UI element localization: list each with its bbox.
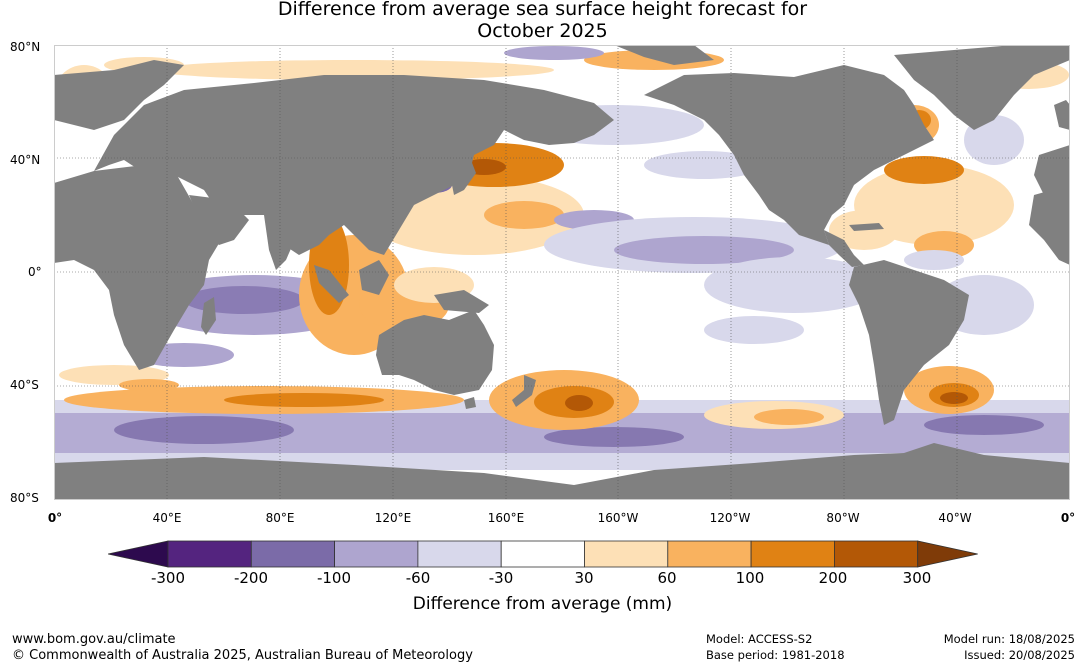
- colorbar-tick: -300: [150, 569, 186, 587]
- colorbar-tick: 200: [818, 569, 848, 587]
- colorbar-segment: [417, 540, 502, 568]
- lon-label-0-left: 0°: [47, 511, 63, 525]
- colorbar-tick: 60: [657, 569, 677, 587]
- colorbar-tick: 100: [735, 569, 765, 587]
- footer-model-run: Model run: 18/08/2025: [943, 632, 1075, 646]
- colorbar-tick: -60: [405, 569, 431, 587]
- footer-url[interactable]: www.bom.gov.au/climate: [12, 632, 176, 647]
- lon-label-80e: 80°E: [265, 511, 295, 525]
- colorbar-tick: -100: [316, 569, 352, 587]
- lat-label-40s: 40°S: [10, 378, 39, 392]
- colorbar-tick: -200: [233, 569, 269, 587]
- colorbar-tick: -30: [488, 569, 514, 587]
- colorbar-svg: [107, 540, 978, 568]
- footer-model: Model: ACCESS-S2: [706, 632, 813, 646]
- colorbar-segment: [667, 540, 752, 568]
- colorbar-segment: [500, 540, 585, 568]
- map-title: Difference from average sea surface heig…: [0, 0, 1085, 42]
- lon-label-80w: 80°W: [826, 511, 860, 525]
- colorbar-segment: [334, 540, 419, 568]
- footer-issued: Issued: 20/08/2025: [964, 648, 1075, 662]
- lat-label-equator: 0°: [28, 265, 42, 279]
- colorbar-extend-high: [917, 540, 978, 568]
- sea-surface-height-map: [54, 45, 1070, 500]
- lat-label-80n: 80°N: [10, 40, 41, 54]
- lon-label-0-right: 0°: [1060, 511, 1076, 525]
- lon-label-40e: 40°E: [152, 511, 182, 525]
- lat-label-80s: 80°S: [10, 491, 39, 505]
- lon-label-160e: 160°E: [487, 511, 525, 525]
- lon-label-120w: 120°W: [709, 511, 751, 525]
- colorbar: [107, 540, 978, 568]
- colorbar-tick: 30: [574, 569, 594, 587]
- colorbar-extend-low: [107, 540, 169, 568]
- land-masses: [54, 45, 1070, 500]
- colorbar-segment: [167, 540, 252, 568]
- title-line-1: Difference from average sea surface heig…: [277, 0, 808, 20]
- title-line-2: October 2025: [477, 20, 608, 42]
- colorbar-segment: [250, 540, 336, 568]
- lat-label-40n: 40°N: [10, 153, 41, 167]
- colorbar-segment: [834, 540, 919, 568]
- graticule: [54, 45, 1070, 500]
- lon-label-160w: 160°W: [597, 511, 639, 525]
- colorbar-title: Difference from average (mm): [412, 594, 673, 614]
- colorbar-tick: 300: [902, 569, 932, 587]
- footer-base-period: Base period: 1981-2018: [706, 648, 845, 662]
- lon-label-40w: 40°W: [938, 511, 972, 525]
- lon-label-120e: 120°E: [374, 511, 412, 525]
- colorbar-segment: [584, 540, 669, 568]
- footer-copyright: © Commonwealth of Australia 2025, Austra…: [12, 648, 473, 663]
- colorbar-segment: [750, 540, 835, 568]
